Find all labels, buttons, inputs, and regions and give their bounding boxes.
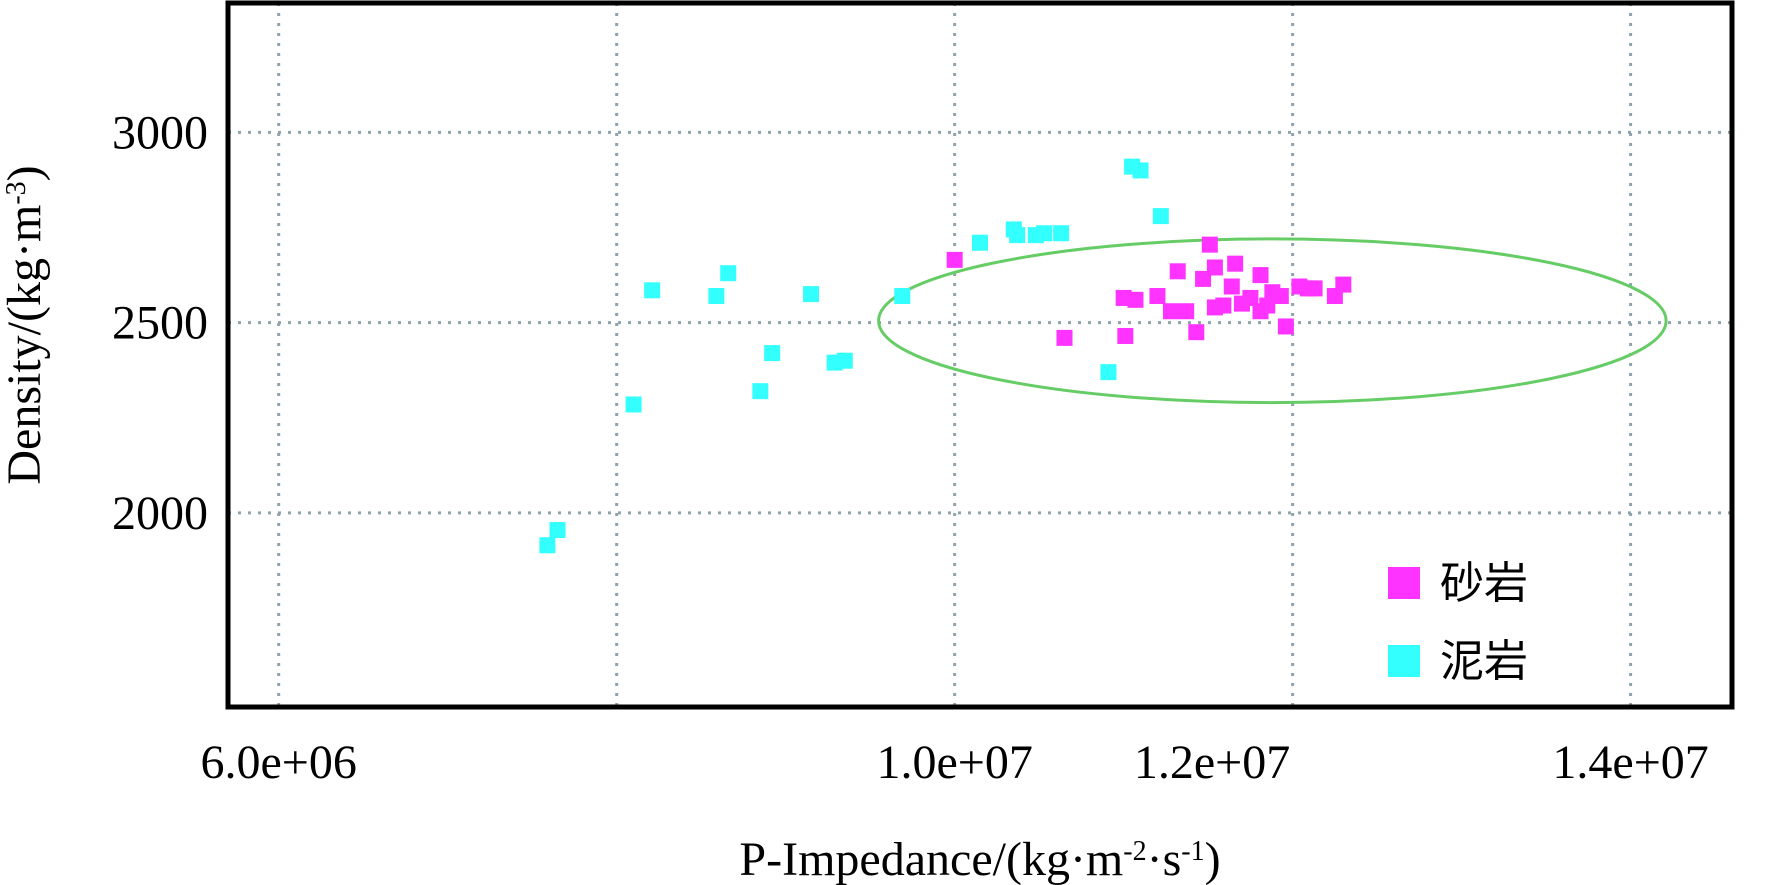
mudstone-point-14 [1009,227,1026,244]
cluster-ellipse [877,237,1668,405]
sandstone-point-21 [1259,297,1276,314]
sandstone-point-15 [1223,278,1240,295]
mudstone-point-1 [549,522,566,539]
sandstone-point-16 [1227,255,1244,272]
mudstone-point-8 [803,286,820,303]
x-tick-label-2: 1.0e+07 [876,736,1032,789]
mudstone-point-11 [894,288,911,305]
mudstone-point-4 [708,288,725,305]
legend-label-mudstone: 泥岩 [1440,636,1528,687]
mudstone-point-17 [1053,225,1070,242]
mudstone-point-10 [836,352,853,369]
y-tick-label-0: 2000 [112,487,208,540]
sandstone-point-7 [1169,263,1186,280]
x-axis-title: P-Impedance/(kg·m-2·s-1) [739,833,1220,885]
mudstone-point-21 [1152,208,1169,225]
y-axis-title: Density/(kg·m-3) [0,165,51,484]
mudstone-point-5 [720,265,737,282]
sandstone-point-2 [1117,327,1134,344]
sandstone-point-12 [1206,259,1223,276]
sandstone-point-8 [1178,303,1195,320]
sandstone-point-24 [1277,318,1294,335]
legend-label-sandstone: 砂岩 [1440,558,1528,609]
y-tick-label-1: 2500 [112,297,208,350]
sandstone-point-1 [1056,329,1073,346]
sandstone-point-6 [1162,303,1179,320]
sandstone-point-14 [1215,297,1232,314]
data-points [539,158,1352,554]
sandstone-point-9 [1188,324,1205,341]
x-tick-label-0: 6.0e+06 [201,736,357,789]
mudstone-point-2 [625,396,642,413]
plot-frame [225,0,1735,710]
cluster-ellipse-0 [877,237,1668,405]
mudstone-point-3 [644,282,661,299]
mudstone-point-20 [1132,162,1149,179]
grid-lines [228,3,1732,707]
sandstone-point-27 [1306,280,1323,297]
mudstone-point-7 [764,345,781,362]
sandstone-point-0 [946,251,963,268]
sandstone-point-29 [1335,276,1352,293]
x-tick-label-1-2e7: 1.2e+07 [1134,736,1290,789]
mudstone-point-6 [752,383,769,400]
y-tick-labels: 2000 2500 3000 [112,106,208,540]
mudstone-point-12 [972,234,988,251]
sandstone-point-4 [1127,291,1144,308]
y-tick-label-2: 3000 [112,106,208,159]
sandstone-point-19 [1252,267,1269,284]
sandstone-point-11 [1201,236,1218,253]
mudstone-point-16 [1036,225,1053,242]
sandstone-point-18 [1242,289,1259,306]
sandstone-point-5 [1149,288,1166,305]
legend: 砂岩 泥岩 [1388,558,1528,687]
x-tick-label-4: 1.4e+07 [1552,736,1708,789]
sandstone-point-23 [1272,288,1289,305]
legend-swatch-sandstone [1388,567,1420,599]
legend-swatch-mudstone [1388,645,1420,677]
mudstone-point-0 [539,537,556,554]
x-tick-labels: 1.2e+07 6.0e+06 1.0e+07 1.4e+07 [201,736,1709,789]
mudstone-point-18 [1100,364,1117,381]
